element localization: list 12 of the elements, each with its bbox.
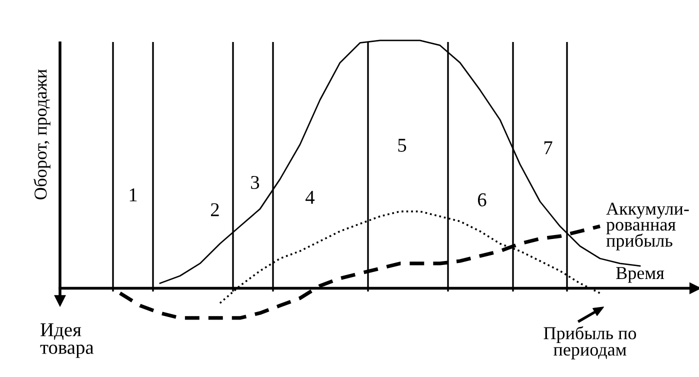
- annotation: 5: [398, 138, 406, 152]
- annotation: 6: [478, 193, 486, 206]
- annotation: 3: [251, 176, 260, 190]
- y-axis-title: Оборот, продажи: [34, 69, 50, 200]
- annotation: 2: [210, 203, 219, 216]
- annotation: 4: [306, 190, 315, 204]
- text: Идея товара: [40, 323, 94, 358]
- series-label: Аккумули- рованная прибыль: [606, 202, 689, 250]
- annotation: 1: [130, 188, 137, 202]
- x-axis-title: Время: [616, 267, 664, 283]
- legend-label: Прибыль по периодам: [544, 326, 636, 360]
- annotation: 7: [544, 141, 552, 154]
